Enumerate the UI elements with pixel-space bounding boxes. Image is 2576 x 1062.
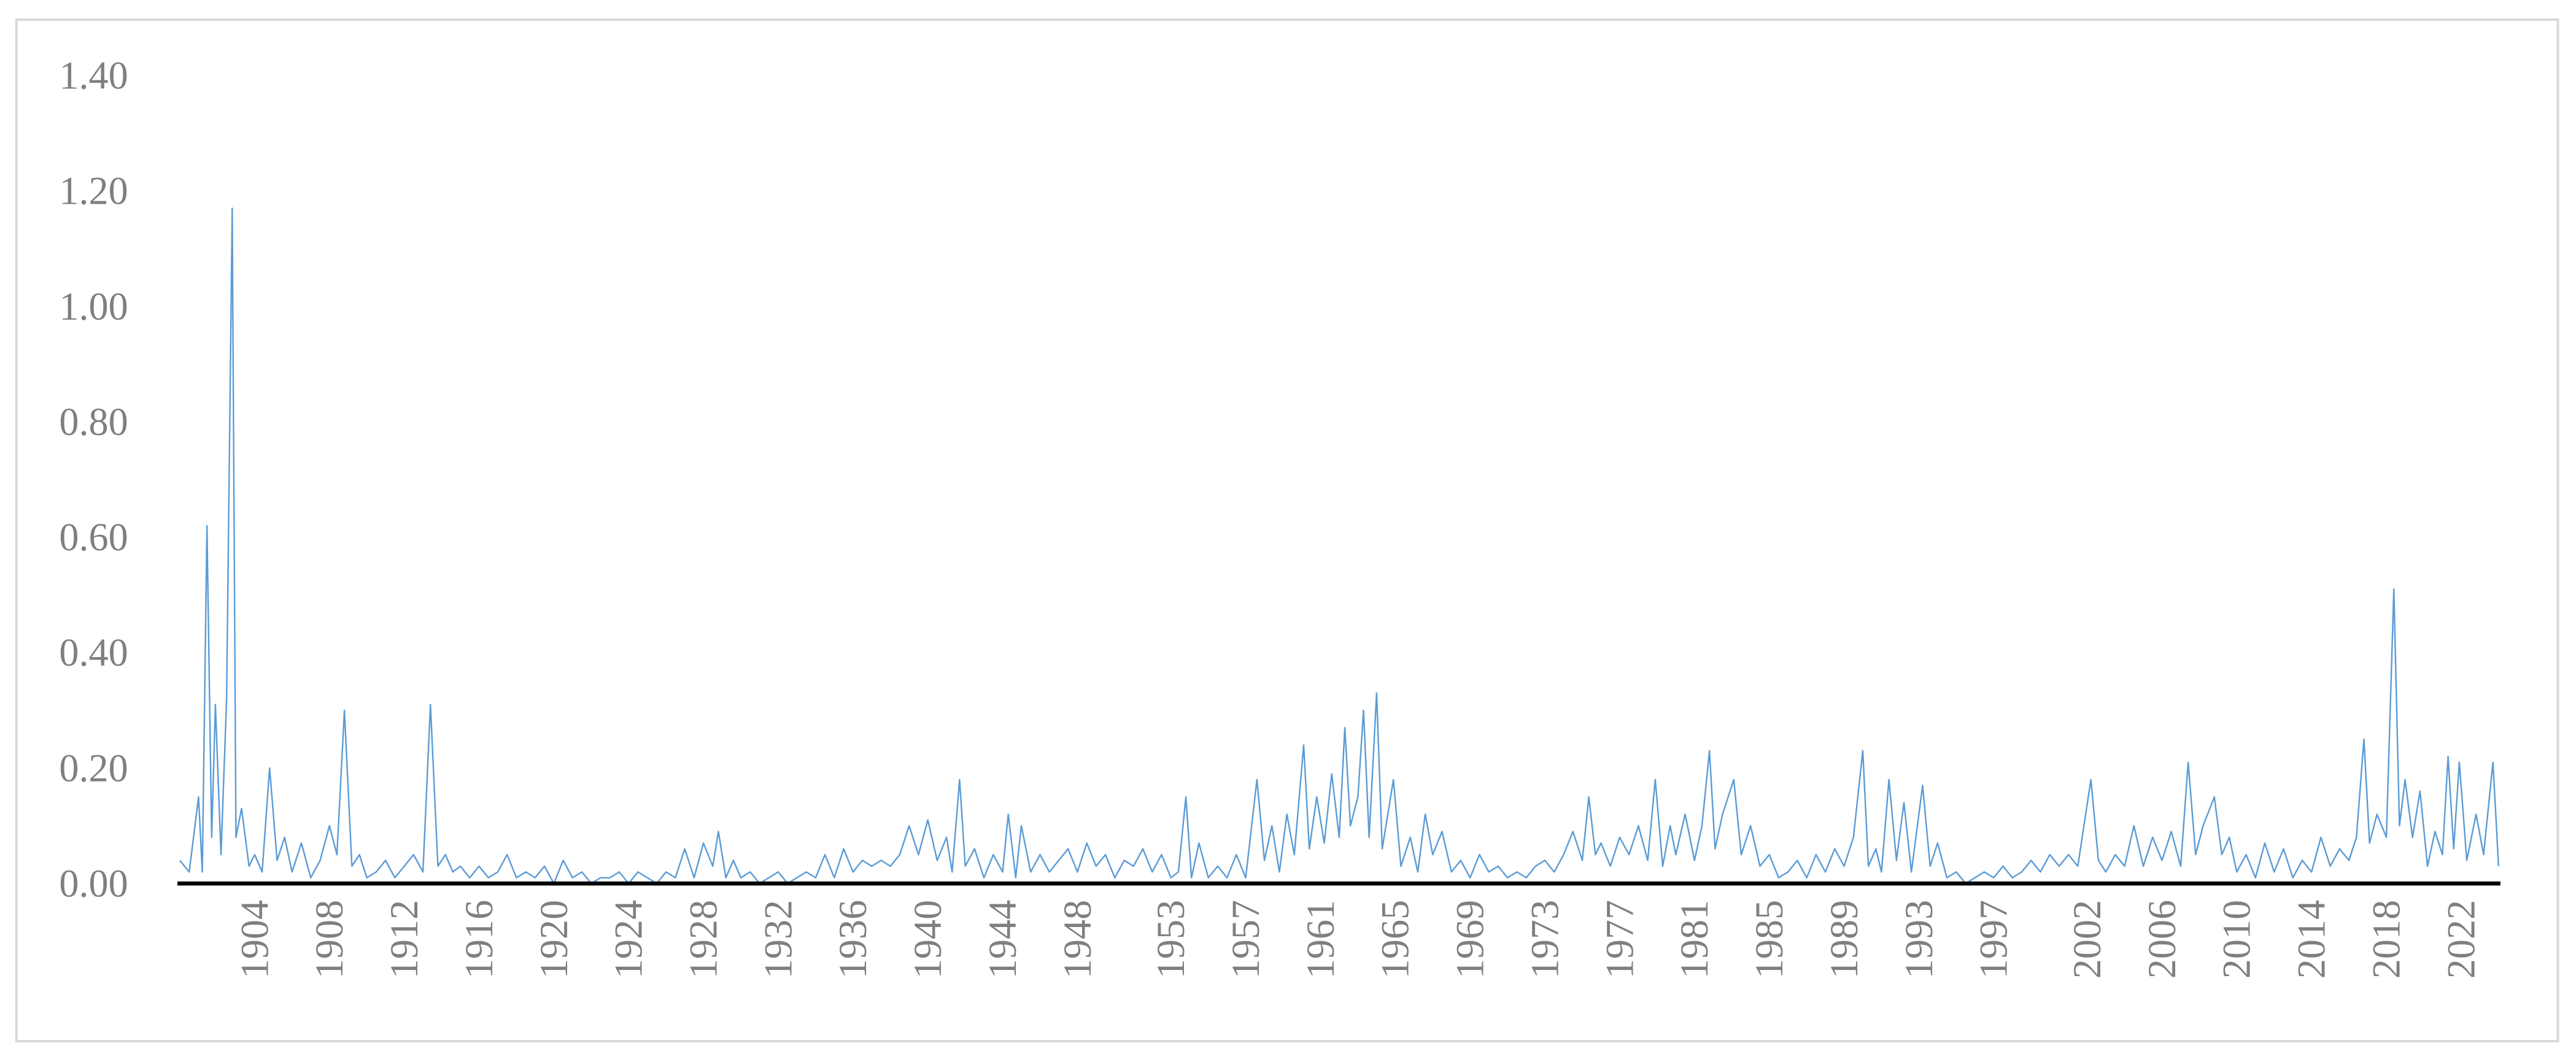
x-tick-label: 1920 [532, 900, 576, 979]
x-tick-label: 1940 [906, 900, 950, 979]
x-tick-label: 1904 [233, 900, 276, 979]
x-tick-label: 1944 [981, 900, 1024, 979]
chart-border [15, 18, 2559, 1043]
x-tick-label: 1981 [1673, 900, 1716, 979]
x-tick-label: 1973 [1523, 900, 1566, 979]
data-line [179, 207, 2500, 885]
x-tick-label: 1948 [1056, 900, 1099, 979]
x-tick-label: 1953 [1149, 900, 1193, 979]
y-tick-label: 0.60 [59, 515, 128, 559]
x-tick-label: 1997 [1972, 900, 2016, 979]
y-tick-label: 0.80 [59, 400, 128, 444]
x-tick-label: 1969 [1449, 900, 1492, 979]
y-tick-label: 1.40 [59, 54, 128, 98]
x-tick-label: 1928 [682, 900, 725, 979]
x-tick-label: 1993 [1897, 900, 1941, 979]
x-tick-label: 1965 [1374, 900, 1417, 979]
y-tick-label: 1.00 [59, 285, 128, 328]
x-tick-label: 1957 [1224, 900, 1267, 979]
x-tick-label: 1912 [382, 900, 426, 979]
x-tick-label: 1924 [607, 900, 651, 979]
x-tick-label: 1916 [457, 900, 501, 979]
y-tick-label: 0.00 [59, 861, 128, 905]
y-tick-label: 0.40 [59, 631, 128, 674]
x-tick-label: 1932 [756, 900, 800, 979]
y-tick-label: 1.20 [59, 169, 128, 213]
x-tick-label: 1961 [1299, 900, 1342, 979]
x-tick-label: 1936 [831, 900, 875, 979]
x-tick-label: 2006 [2140, 900, 2184, 979]
x-tick-label: 2018 [2364, 900, 2408, 979]
x-tick-label: 2014 [2290, 900, 2334, 979]
x-tick-label: 2002 [2065, 900, 2109, 979]
x-tick-label: 1989 [1822, 900, 1866, 979]
x-tick-label: 1985 [1747, 900, 1791, 979]
y-tick-label: 0.20 [59, 746, 128, 790]
x-tick-label: 1977 [1598, 900, 1641, 979]
x-tick-label: 2010 [2215, 900, 2259, 979]
x-tick-label: 1908 [307, 900, 351, 979]
x-tick-label: 2022 [2439, 900, 2483, 979]
